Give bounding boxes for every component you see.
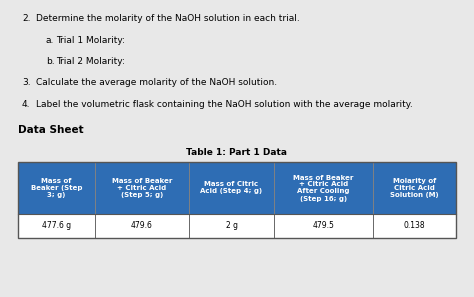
Text: Mass of
Beaker (Step
3; g): Mass of Beaker (Step 3; g) [31,178,82,198]
Bar [373,214,456,238]
Text: Label the volumetric flask containing the NaOH solution with the average molarit: Label the volumetric flask containing th… [36,100,413,109]
Text: Data Sheet: Data Sheet [18,125,83,135]
Bar [189,162,274,214]
Bar [18,162,456,238]
Bar [373,162,456,214]
Bar [274,214,373,238]
Text: Table 1: Part 1 Data: Table 1: Part 1 Data [186,148,288,157]
Bar [189,214,274,238]
Bar [18,162,95,214]
Text: Mass of Beaker
+ Citric Acid
(Step 5; g): Mass of Beaker + Citric Acid (Step 5; g) [111,178,172,198]
Text: 2.: 2. [22,14,30,23]
Text: 477.6 g: 477.6 g [42,222,71,230]
Bar [18,214,95,238]
Bar [95,162,189,214]
Text: 479.5: 479.5 [312,222,335,230]
Bar [95,214,189,238]
Text: Mass of Beaker
+ Citric Acid
After Cooling
(Step 16; g): Mass of Beaker + Citric Acid After Cooli… [293,175,354,201]
Text: 4.: 4. [22,100,30,109]
Bar [274,162,373,214]
Text: 479.6: 479.6 [131,222,153,230]
Text: Molarity of
Citric Acid
Solution (M): Molarity of Citric Acid Solution (M) [390,178,439,198]
Text: b.: b. [46,57,55,66]
Text: Calculate the average molarity of the NaOH solution.: Calculate the average molarity of the Na… [36,78,277,87]
Text: a.: a. [46,36,55,45]
Text: Trial 2 Molarity:: Trial 2 Molarity: [56,57,125,66]
Text: 0.138: 0.138 [403,222,425,230]
Text: 3.: 3. [22,78,31,87]
Text: Mass of Citric
Acid (Step 4; g): Mass of Citric Acid (Step 4; g) [201,181,263,195]
Text: 2 g: 2 g [226,222,237,230]
Text: Determine the molarity of the NaOH solution in each trial.: Determine the molarity of the NaOH solut… [36,14,300,23]
Text: Trial 1 Molarity:: Trial 1 Molarity: [56,36,125,45]
